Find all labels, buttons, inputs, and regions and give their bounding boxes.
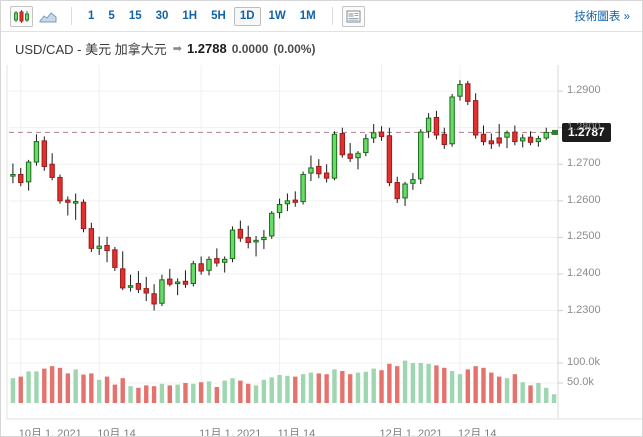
- timeframe-1w[interactable]: 1W: [268, 9, 286, 22]
- price-axis-tick: 1.2400: [567, 266, 601, 279]
- price-volume-plot: [1, 65, 642, 436]
- price-axis-tick: 1.2600: [567, 193, 601, 206]
- timeframe-1[interactable]: 1: [88, 9, 95, 22]
- instrument-header: USD/CAD - 美元 加拿大元 ➡ 1.2788 0.0000 (0.00%…: [1, 32, 642, 65]
- toolbar-divider-2: [331, 7, 333, 25]
- current-price-tag: 1.2787: [562, 123, 611, 143]
- price-axis-tick: 1.2700: [567, 157, 601, 170]
- timeframe-1d[interactable]: 1D: [233, 6, 261, 26]
- news-panel-icon[interactable]: [341, 5, 365, 27]
- date-axis-tick: 10月 1, 2021: [18, 428, 82, 437]
- date-axis-tick: 12月 1, 2021: [379, 428, 443, 437]
- price-change-percent: (0.00%): [273, 41, 316, 56]
- date-axis-tick: 11月 14: [277, 428, 316, 437]
- instrument-title: USD/CAD - 美元 加拿大元: [15, 39, 167, 58]
- instrument-symbol: USD/CAD: [15, 42, 74, 57]
- trend-arrow-icon: ➡: [172, 43, 182, 55]
- instrument-name-cn: 美元 加拿大元: [85, 42, 167, 57]
- timeframe-30[interactable]: 30: [155, 9, 169, 22]
- volume-axis-tick: 100.0k: [567, 356, 601, 368]
- timeframe-1m[interactable]: 1M: [299, 9, 316, 22]
- price-axis-tick: 1.2300: [567, 303, 601, 316]
- date-axis-tick: 11月 1, 2021: [199, 428, 262, 437]
- timeframe-5h[interactable]: 5H: [211, 9, 226, 22]
- price-axis-tick: 1.2500: [567, 230, 601, 243]
- chart-toolbar: 1 5 15 30 1H 5H 1D 1W 1M 技術圖表 »: [1, 1, 642, 32]
- candlestick-chart-icon[interactable]: [10, 5, 33, 27]
- timeframe-1h[interactable]: 1H: [182, 9, 198, 22]
- last-price: 1.2788: [186, 41, 227, 56]
- date-axis-tick: 12月 14: [457, 428, 497, 437]
- timeframe-5[interactable]: 5: [108, 9, 115, 22]
- price-axis-tick: 1.2800: [567, 120, 601, 133]
- toolbar-divider: [71, 7, 72, 25]
- technical-chart-link[interactable]: 技術圖表 »: [574, 11, 630, 23]
- date-axis-tick: 10月 14: [97, 428, 136, 437]
- price-change: 0.0000: [231, 41, 269, 56]
- instrument-separator: -: [77, 42, 82, 57]
- timeframe-15[interactable]: 15: [128, 9, 142, 22]
- chart-canvas[interactable]: WikiFX Investing.com 1.2787 1.29001.2800…: [1, 65, 642, 437]
- area-chart-icon[interactable]: [36, 6, 59, 27]
- price-axis-tick: 1.2900: [567, 84, 601, 97]
- volume-axis-tick: 50.0k: [567, 376, 594, 388]
